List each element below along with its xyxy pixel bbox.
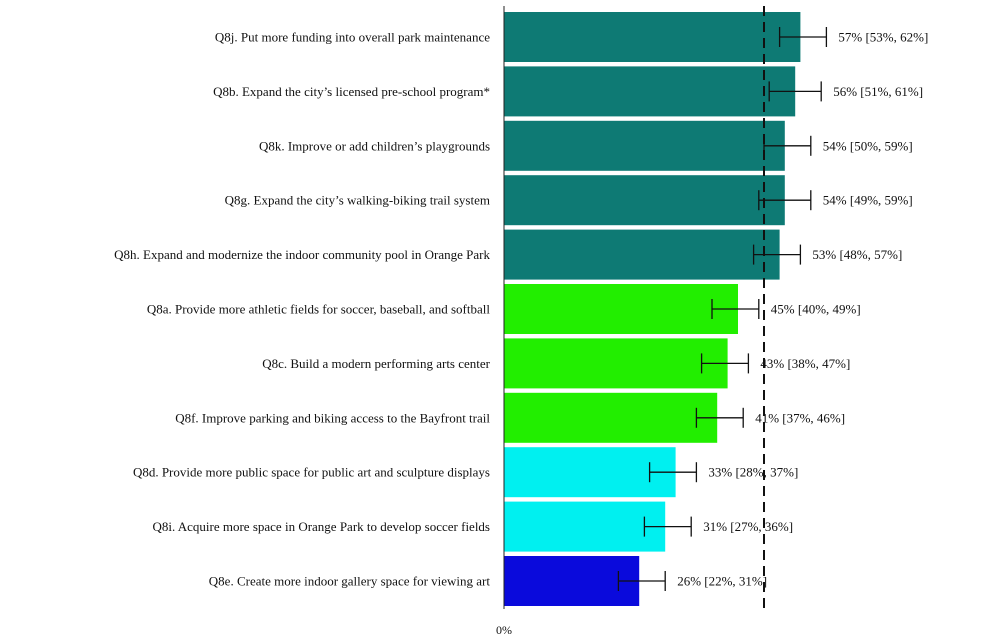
bar [504, 284, 738, 334]
data-label: 56% [51%, 61%] [833, 84, 923, 99]
bar [504, 447, 676, 498]
error-bar [768, 81, 822, 102]
category-label: Q8f. Improve parking and biking access t… [175, 410, 490, 425]
bars-layer [504, 12, 801, 606]
category-label: Q8e. Create more indoor gallery space fo… [209, 574, 491, 589]
data-label: 57% [53%, 62%] [838, 30, 928, 45]
error-bar [617, 571, 666, 591]
category-label: Q8c. Build a modern performing arts cent… [262, 356, 490, 371]
data-label: 43% [38%, 47%] [760, 356, 850, 371]
x-tick-label: 0% [496, 623, 512, 637]
category-label: Q8i. Acquire more space in Orange Park t… [152, 519, 490, 534]
data-label: 53% [48%, 57%] [812, 247, 902, 262]
error-bar [758, 190, 812, 211]
category-label: Q8h. Expand and modernize the indoor com… [114, 247, 490, 262]
data-label: 31% [27%, 36%] [703, 519, 793, 534]
data-label: 45% [40%, 49%] [771, 302, 861, 317]
bar [504, 66, 796, 117]
error-bar [778, 27, 828, 47]
error-bar [695, 407, 744, 428]
error-bar [643, 516, 692, 537]
data-label: 26% [22%, 31%] [677, 574, 767, 589]
labels-layer: Q8j. Put more funding into overall park … [114, 30, 928, 589]
category-label: Q8g. Expand the city’s walking-biking tr… [225, 193, 490, 208]
data-label: 54% [49%, 59%] [823, 193, 913, 208]
bar [504, 338, 728, 389]
error-bar [752, 244, 802, 265]
category-label: Q8k. Improve or add children’s playgroun… [259, 138, 490, 153]
bar [504, 392, 718, 443]
bar [504, 12, 801, 62]
bar [504, 120, 785, 171]
category-label: Q8d. Provide more public space for publi… [133, 465, 490, 480]
bar [504, 501, 666, 552]
error-bar [711, 299, 760, 319]
error-bar [700, 353, 750, 374]
bar [504, 556, 640, 606]
bar [504, 229, 780, 280]
category-label: Q8b. Expand the city’s licensed pre-scho… [213, 84, 490, 99]
error-bar [648, 462, 698, 483]
category-label: Q8a. Provide more athletic fields for so… [147, 302, 491, 317]
data-label: 33% [28%, 37%] [708, 465, 798, 480]
bar [504, 175, 785, 226]
data-label: 41% [37%, 46%] [755, 410, 845, 425]
category-label: Q8j. Put more funding into overall park … [215, 30, 490, 45]
data-label: 54% [50%, 59%] [823, 138, 913, 153]
